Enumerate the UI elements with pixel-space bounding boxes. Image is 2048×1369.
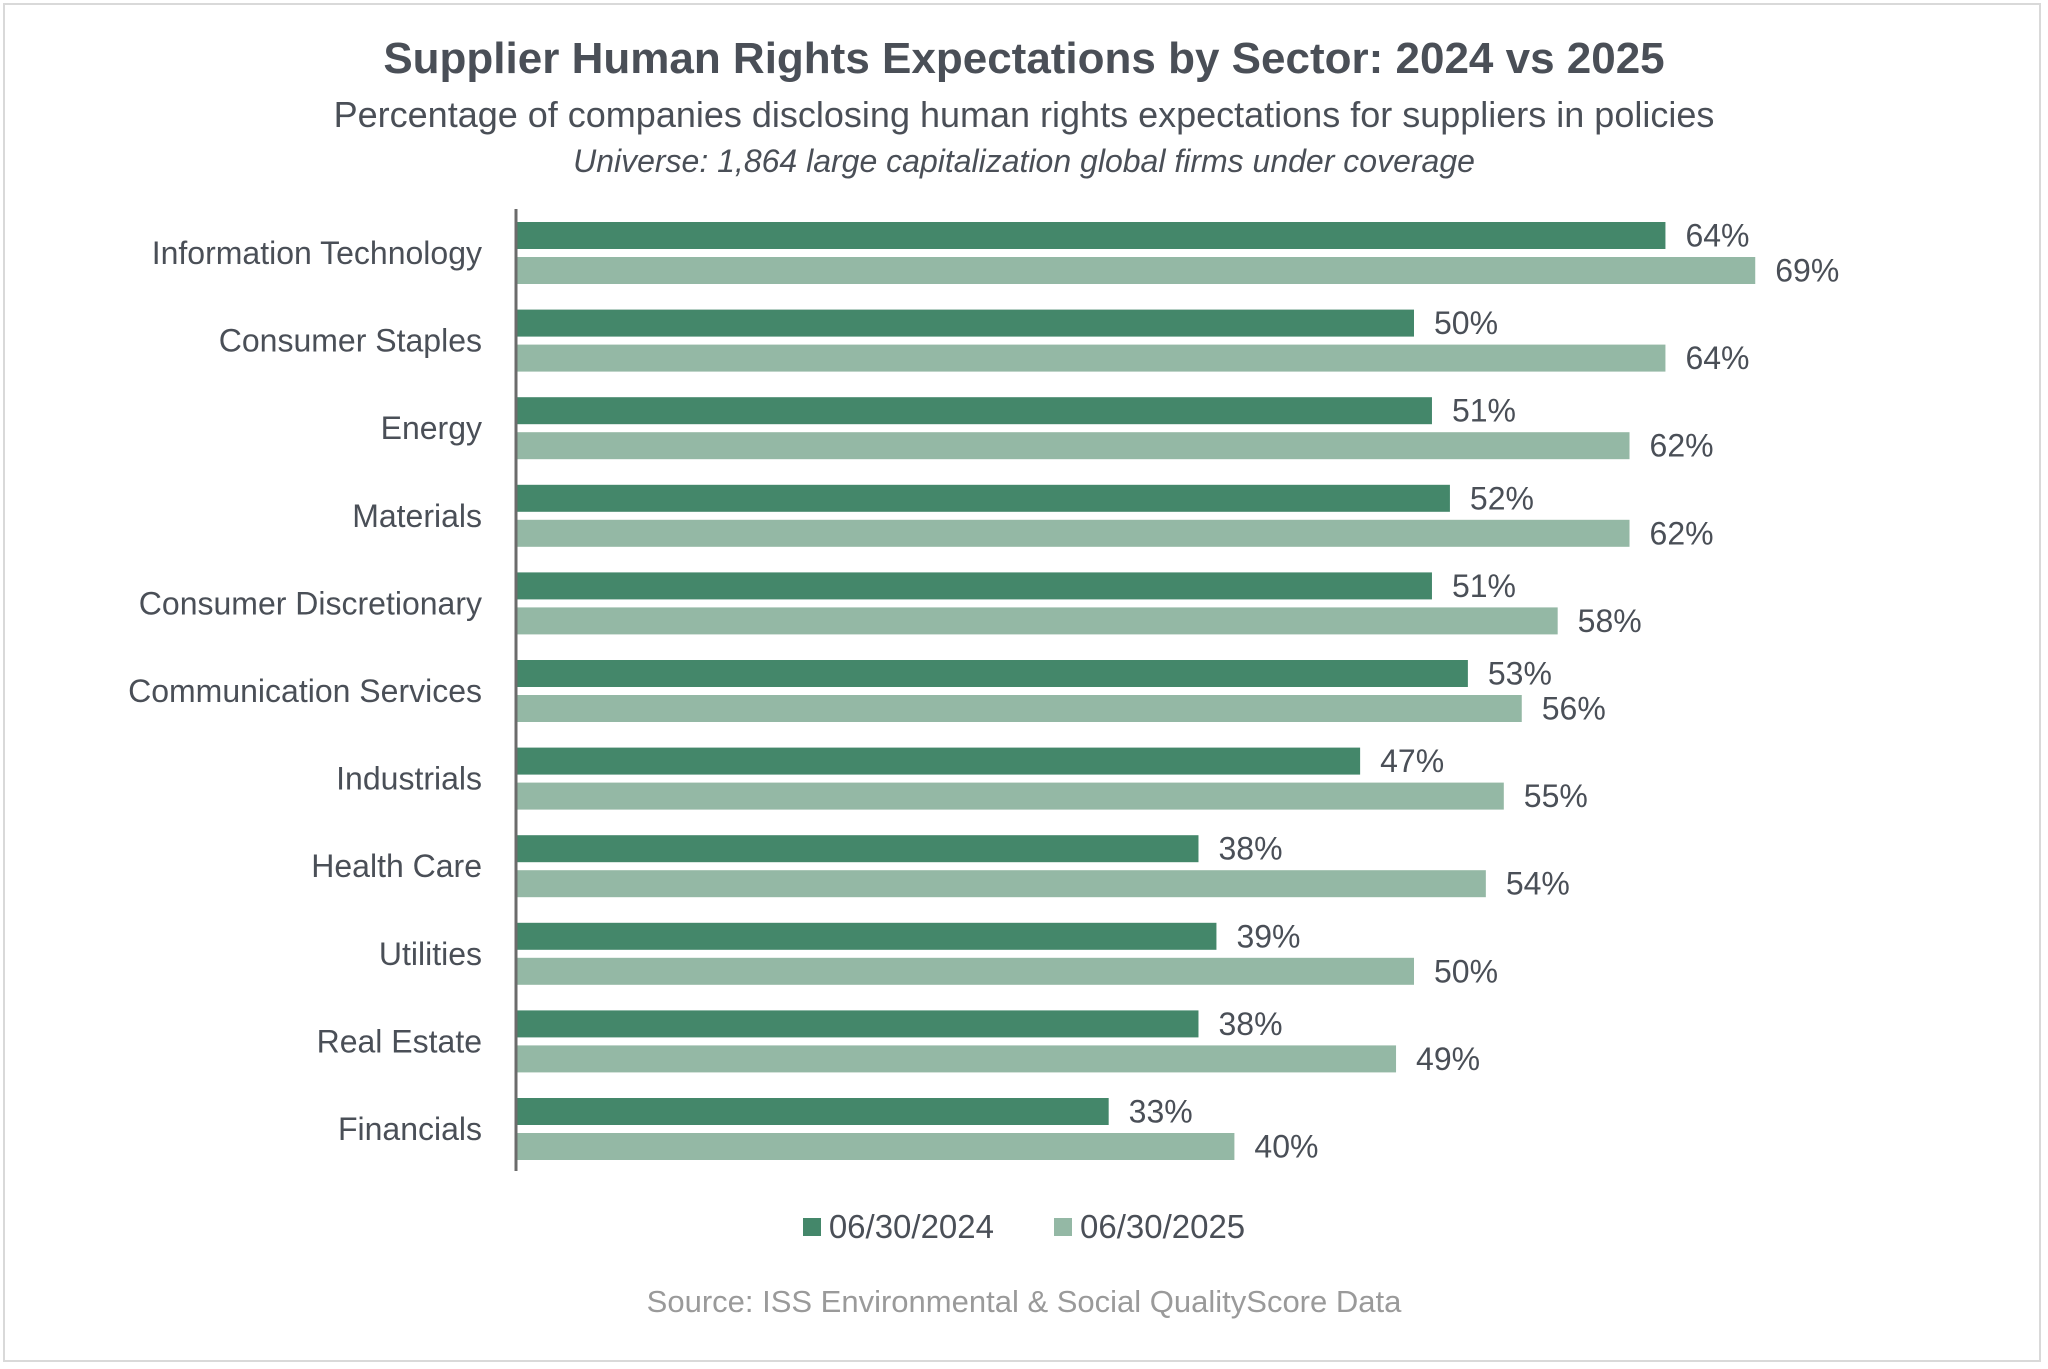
bar (516, 1133, 1235, 1160)
bar (516, 695, 1522, 722)
bar (516, 1098, 1109, 1125)
chart-frame (3, 3, 2041, 1362)
category-label: Consumer Staples (219, 323, 482, 359)
data-label: 47% (1380, 743, 1444, 779)
legend-item-2025: 06/30/2025 (1054, 1208, 1245, 1246)
data-label: 38% (1218, 1006, 1282, 1042)
bar (516, 519, 1630, 547)
bar (516, 782, 1504, 810)
bar (516, 257, 1756, 284)
bar (516, 922, 1217, 950)
chart-note: Universe: 1,864 large capitalization glo… (573, 143, 1475, 179)
chart-title: Supplier Human Rights Expectations by Se… (383, 34, 1665, 83)
data-label: 69% (1775, 253, 1839, 289)
legend-label-2024: 06/30/2024 (828, 1208, 994, 1245)
category-label: Real Estate (317, 1023, 482, 1059)
bar (516, 835, 1199, 863)
data-label: 33% (1129, 1094, 1193, 1130)
legend: 06/30/2024 06/30/2025 (0, 1208, 2048, 1246)
data-label: 53% (1488, 656, 1552, 692)
bar (516, 1045, 1397, 1073)
data-label: 40% (1254, 1129, 1318, 1165)
data-label: 58% (1578, 603, 1642, 639)
category-label: Materials (352, 498, 482, 534)
bar (516, 607, 1558, 635)
bar (516, 572, 1432, 600)
chart-source: Source: ISS Environmental & Social Quali… (646, 1284, 1402, 1319)
data-label: 50% (1434, 953, 1498, 989)
data-label: 38% (1218, 831, 1282, 867)
bar (516, 432, 1630, 460)
data-label: 39% (1236, 918, 1300, 954)
data-label: 56% (1542, 691, 1606, 727)
bar (516, 1010, 1199, 1038)
category-label: Financials (338, 1111, 482, 1147)
category-label: Energy (381, 410, 482, 446)
category-label: Information Technology (152, 235, 482, 271)
bar (516, 344, 1666, 372)
data-label: 49% (1416, 1041, 1480, 1077)
data-label: 51% (1452, 568, 1516, 604)
data-label: 52% (1470, 480, 1534, 516)
bar (516, 660, 1468, 687)
category-label: Utilities (379, 936, 482, 972)
legend-swatch-2024 (802, 1218, 821, 1236)
data-label: 50% (1434, 305, 1498, 341)
data-label: 54% (1506, 866, 1570, 902)
bar (516, 957, 1414, 985)
bar (516, 747, 1361, 775)
bar (516, 222, 1666, 249)
bar (516, 397, 1432, 425)
data-label: 55% (1524, 778, 1588, 814)
legend-item-2024: 06/30/2024 (802, 1208, 994, 1246)
legend-label-2025: 06/30/2025 (1080, 1208, 1246, 1245)
category-label: Industrials (336, 761, 482, 797)
data-label: 64% (1685, 340, 1749, 376)
bar (516, 309, 1414, 337)
category-label: Communication Services (128, 673, 482, 709)
category-label: Consumer Discretionary (139, 585, 482, 621)
chart-subtitle: Percentage of companies disclosing human… (333, 94, 1715, 135)
bar (516, 870, 1486, 898)
data-label: 64% (1685, 218, 1749, 254)
bar (516, 484, 1450, 512)
category-label: Health Care (311, 848, 482, 884)
data-label: 62% (1650, 428, 1714, 464)
data-label: 51% (1452, 393, 1516, 429)
data-label: 62% (1650, 515, 1714, 551)
legend-swatch-2025 (1054, 1218, 1072, 1236)
